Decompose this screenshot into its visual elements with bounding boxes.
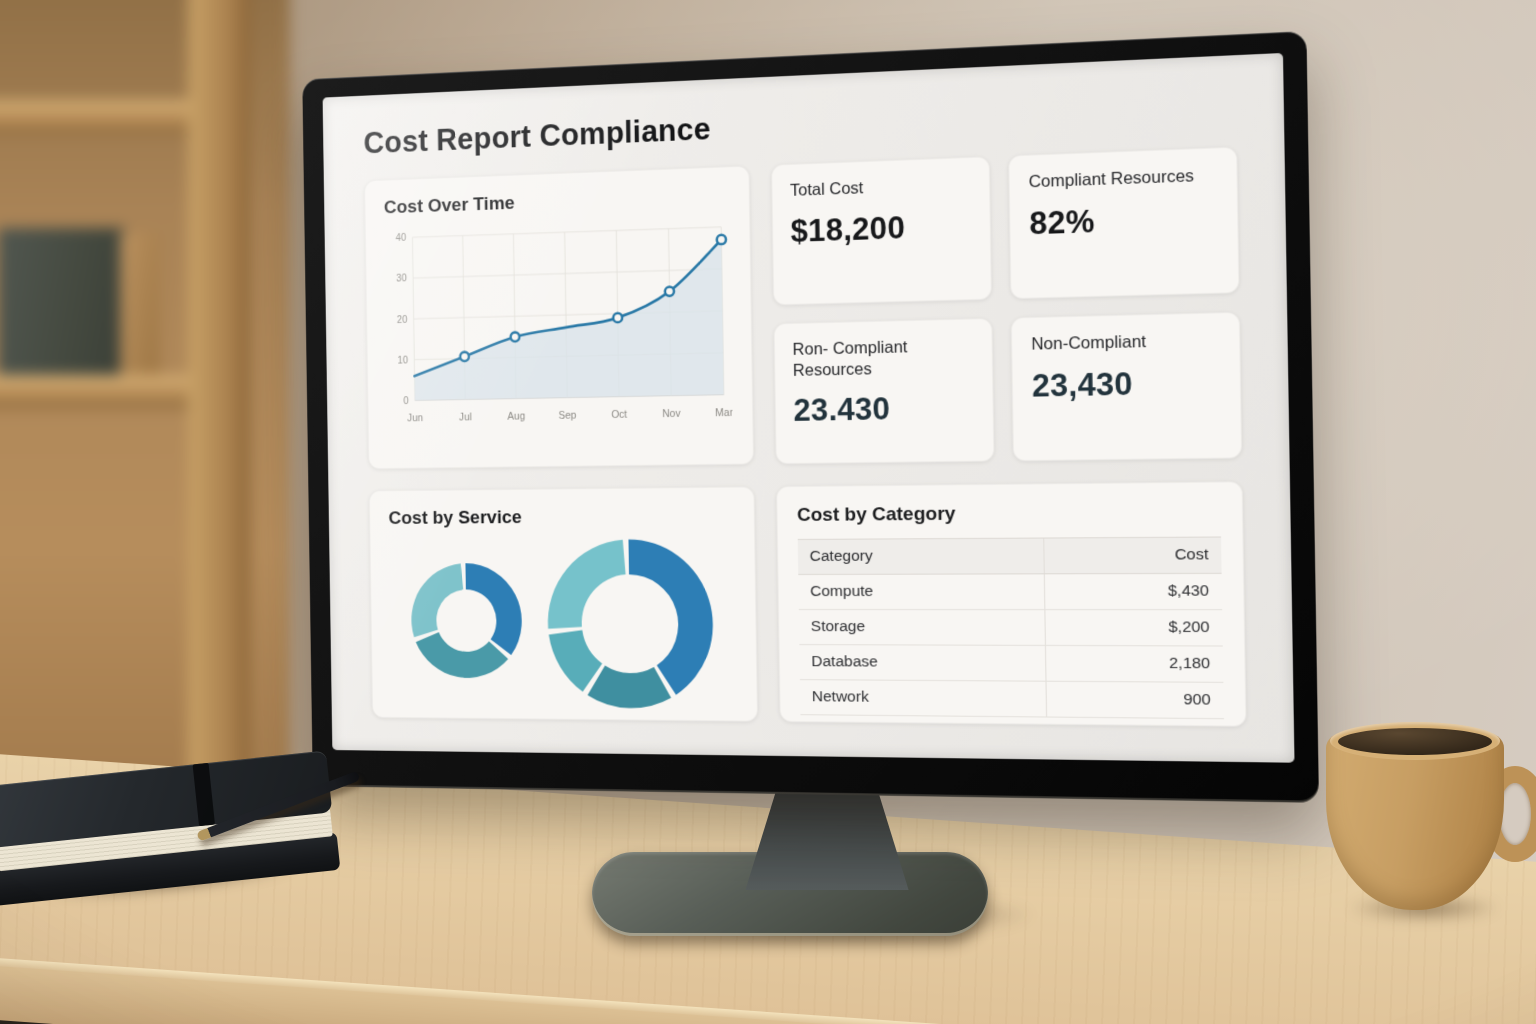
svg-text:20: 20 — [397, 314, 408, 325]
category-cell: Storage — [798, 609, 1046, 646]
monitor: Cost Report Compliance Cost Over Time 0 1… — [302, 30, 1320, 803]
mug-body — [1326, 732, 1504, 910]
non-compliant-resources-card: Ron- Compliant Resources 23.430 — [773, 317, 995, 465]
dashboard-grid: Cost Over Time 0 10 20 30 40 Jun Jul Aug Sep Oct N… — [364, 146, 1247, 727]
books-on-shelf — [0, 228, 126, 378]
cost-cell: $,200 — [1044, 609, 1223, 647]
stat-value: 23,430 — [1031, 365, 1133, 404]
svg-text:Oct: Oct — [611, 410, 627, 421]
svg-text:30: 30 — [396, 274, 407, 285]
stat-label: Compliant Resources — [1028, 166, 1195, 192]
cost-by-category-table: Category Cost Compute $,430 St — [797, 536, 1224, 719]
coffee-mug — [1314, 722, 1536, 928]
stat-cards: Total Cost $18,200 Compliant Resources 8… — [770, 146, 1243, 465]
cost-cell: 900 — [1045, 681, 1224, 719]
dashboard: Cost Report Compliance Cost Over Time 0 1… — [323, 53, 1295, 763]
stat-value: 23.430 — [793, 391, 891, 429]
bookshelf — [0, 0, 290, 800]
table-row: Database 2,180 — [799, 644, 1224, 683]
cost-by-category-title: Cost by Category — [796, 503, 956, 526]
svg-text:Jul: Jul — [459, 413, 472, 424]
svg-text:Mar: Mar — [715, 408, 732, 420]
cost-over-time-card: Cost Over Time 0 10 20 30 40 Jun Jul Aug Sep Oct N… — [364, 165, 754, 470]
cost-cell: 2,180 — [1045, 645, 1224, 683]
stat-value: 82% — [1028, 203, 1096, 242]
cost-over-time-line-chart: 0 10 20 30 40 Jun Jul Aug Sep Oct Nov Mar — [396, 215, 733, 425]
service-donut-small — [410, 563, 522, 679]
stat-label: Ron- Compliant Resources — [792, 338, 908, 380]
stat-value: $18,200 — [790, 209, 906, 249]
cost-by-service-card: Cost by Service — [368, 486, 758, 722]
compliant-resources-card: Compliant Resources 82% — [1008, 146, 1240, 300]
category-column-header: Category — [797, 538, 1044, 575]
mug-interior — [1338, 728, 1492, 755]
table-row: Compute $,430 — [798, 573, 1223, 610]
svg-text:Aug: Aug — [507, 412, 525, 423]
service-donuts — [389, 527, 737, 714]
svg-text:Sep: Sep — [558, 411, 576, 422]
table-row: Network 900 — [799, 679, 1224, 719]
category-cell: Database — [799, 644, 1046, 682]
total-cost-card: Total Cost $18,200 — [770, 156, 993, 306]
category-cell: Network — [799, 679, 1047, 718]
service-donut-large — [546, 538, 715, 709]
table-row: Storage $,200 — [798, 609, 1223, 647]
svg-text:40: 40 — [396, 233, 407, 244]
svg-text:10: 10 — [398, 355, 409, 366]
cost-column-header: Cost — [1043, 537, 1222, 574]
bookshelf-side-panel — [188, 0, 250, 800]
category-cell: Compute — [798, 573, 1045, 610]
cost-by-category-card: Cost by Category Category Cost Comput — [775, 481, 1247, 727]
stat-label: Non-Compliant — [1031, 332, 1147, 354]
book-light-spine — [120, 232, 160, 378]
page-title: Cost Report Compliance — [363, 111, 711, 161]
stat-label: Total Cost — [789, 179, 864, 200]
cost-over-time-title: Cost Over Time — [383, 193, 515, 219]
svg-text:Jun: Jun — [407, 414, 423, 425]
non-compliant-card: Non-Compliant 23,430 — [1011, 311, 1243, 462]
svg-text:Nov: Nov — [662, 409, 681, 420]
cost-by-service-title: Cost by Service — [388, 507, 522, 529]
svg-text:0: 0 — [403, 396, 409, 407]
cost-cell: $,430 — [1043, 573, 1223, 610]
notebook-elastic-band — [192, 762, 215, 827]
monitor-screen: Cost Report Compliance Cost Over Time 0 1… — [322, 52, 1295, 763]
table-header-row: Category Cost — [797, 537, 1222, 575]
